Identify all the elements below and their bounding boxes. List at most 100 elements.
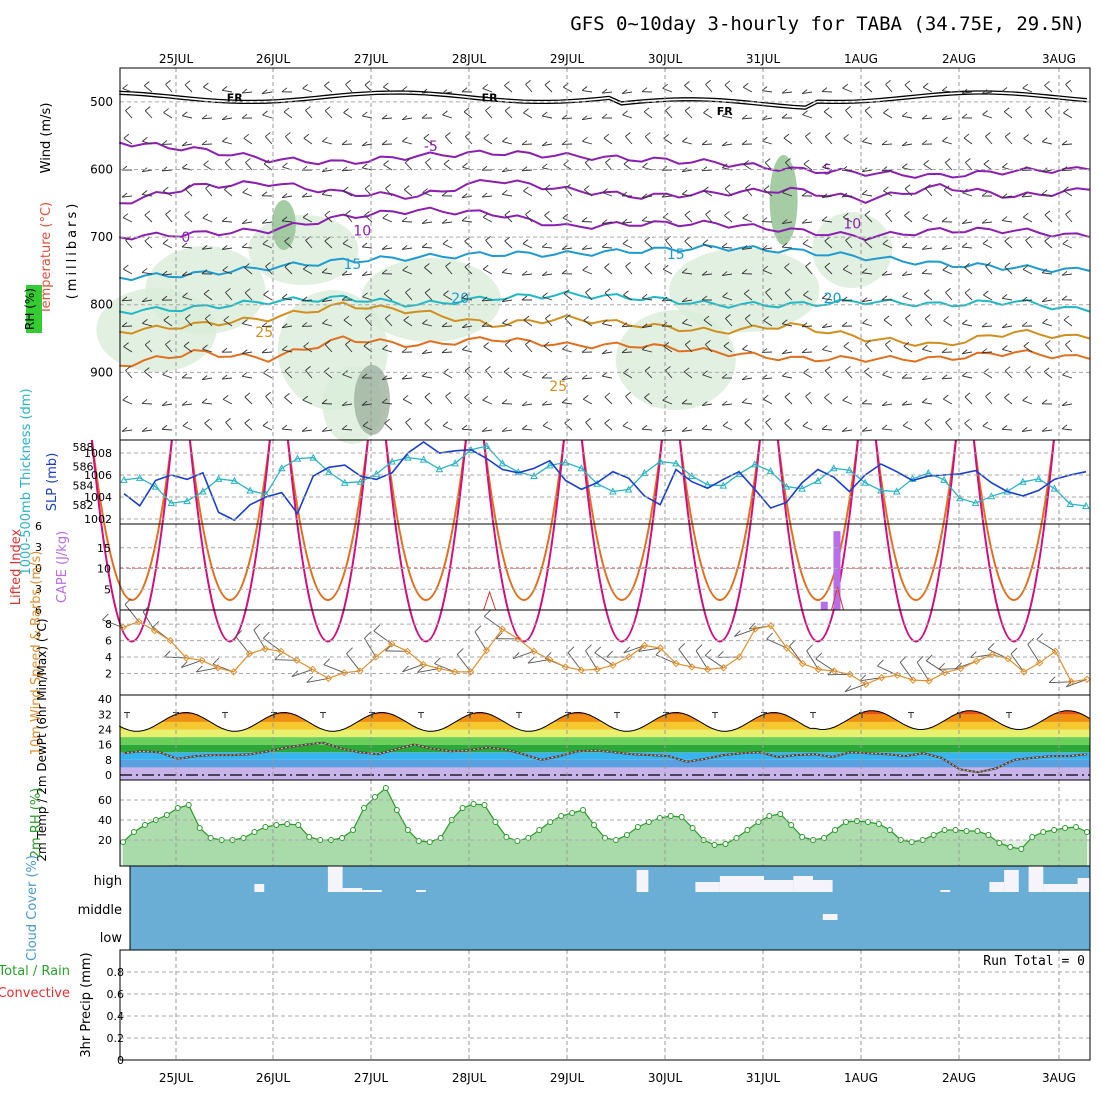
wind-barb-10m <box>807 651 819 670</box>
wind-barb <box>706 80 711 84</box>
wind-barb <box>386 188 392 196</box>
wind-barb <box>986 396 992 404</box>
wind-barb <box>703 109 708 113</box>
wind-barb <box>485 366 490 370</box>
li-spike <box>484 592 496 610</box>
wind-barb <box>242 372 247 376</box>
date-label-bottom: 2AUG <box>942 1071 976 1085</box>
rh-point <box>460 806 465 811</box>
wind-barb <box>886 214 892 222</box>
wind-barb <box>925 419 930 423</box>
wind-barb <box>925 319 932 326</box>
rh-point <box>789 823 794 828</box>
cloud-gap <box>328 866 343 892</box>
wind-barb <box>1023 217 1032 222</box>
wind-barb <box>164 113 172 118</box>
wind-barb <box>1062 371 1067 375</box>
wind-barb <box>586 422 592 430</box>
wind-barb <box>602 114 607 118</box>
rh-point <box>592 823 597 828</box>
wind-barb <box>145 111 152 118</box>
wind-barb <box>605 393 610 397</box>
diurnal-isotherm <box>190 440 270 642</box>
wind-barb <box>605 289 610 293</box>
wind-barb <box>882 144 892 145</box>
wind-barb-10m <box>374 625 380 631</box>
wind-barb <box>946 418 951 422</box>
wind-barb <box>885 345 892 352</box>
wind-barb <box>785 423 792 430</box>
rh-shading-dark <box>354 365 390 435</box>
wind-barb <box>802 192 807 196</box>
wind-barb <box>325 107 330 111</box>
contour-label: 5 <box>823 162 832 178</box>
wind-barb <box>124 134 129 138</box>
wind-barb <box>583 399 592 404</box>
slp-label: SLP (mb) <box>45 453 60 512</box>
wind-barb <box>865 211 870 215</box>
wind-barb <box>842 322 847 326</box>
rh-point <box>876 822 881 827</box>
wind-barb <box>565 423 572 430</box>
wind-barb <box>605 397 612 404</box>
wind-barb <box>465 133 470 137</box>
wind-barb <box>443 422 448 426</box>
wind-barb <box>325 111 332 118</box>
wind-barb <box>504 86 512 92</box>
wind-barb <box>943 270 952 274</box>
rh-point <box>942 828 947 833</box>
li-tick: 6 <box>35 520 42 533</box>
wind-tick: 8 <box>105 618 112 631</box>
wind-barb-10m <box>767 633 773 639</box>
wind-barb <box>685 241 692 248</box>
wind-barb <box>545 85 552 92</box>
wind-barb <box>1044 368 1049 372</box>
date-label-bottom: 1AUG <box>844 1071 878 1085</box>
wind-barb <box>645 237 650 241</box>
wind-barb <box>123 85 128 89</box>
wind-barb <box>685 215 692 222</box>
wind-barb <box>702 170 712 171</box>
wind-barb <box>322 194 332 196</box>
cloud-gap <box>695 882 720 892</box>
wind-barb <box>843 88 852 92</box>
rh-point <box>351 828 356 833</box>
wind-barb <box>782 247 792 248</box>
wind-barb <box>742 403 752 404</box>
rh-point <box>997 841 1002 846</box>
wind-barb <box>483 265 488 269</box>
wind-barb <box>965 393 970 397</box>
wind-barb <box>763 395 768 399</box>
temp-band <box>120 760 1090 768</box>
wind-barb <box>462 429 472 430</box>
cape-tick: 10 <box>97 563 111 576</box>
wind-barb-10m <box>475 626 481 632</box>
wind-barb <box>1004 394 1009 398</box>
cape-tick: 15 <box>97 542 111 555</box>
wind-barb <box>642 425 647 429</box>
wind-barb <box>142 403 152 404</box>
wind-barb <box>1002 425 1007 429</box>
wind-barb-10m <box>926 655 932 661</box>
wind-barb <box>965 289 970 293</box>
wind-barb <box>305 110 312 118</box>
wind-barb <box>923 83 928 87</box>
wind-barb <box>782 114 787 118</box>
diurnal-isotherm <box>582 440 662 600</box>
wind-barb <box>942 87 947 91</box>
wind-barb <box>644 112 652 118</box>
wind-barb <box>723 426 732 430</box>
rh-point <box>362 806 367 811</box>
wind-barb-10m <box>939 663 945 669</box>
wind-barb <box>743 83 748 87</box>
wind-barb <box>384 161 389 165</box>
wind-barb <box>1005 263 1010 267</box>
date-label-bottom: 29JUL <box>550 1071 585 1085</box>
wind-barb <box>484 342 489 346</box>
wind-barb <box>125 110 132 118</box>
wind-barb-10m <box>1028 644 1040 663</box>
wind-barb <box>982 192 987 196</box>
wind-barb <box>742 349 752 352</box>
wind-barb <box>582 141 592 144</box>
wind-barb-10m <box>595 647 601 653</box>
